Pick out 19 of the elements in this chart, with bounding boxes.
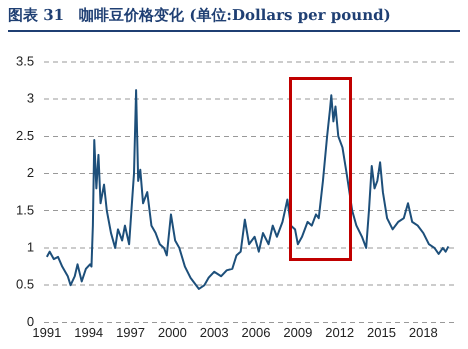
x-tick-label: 2006	[242, 324, 270, 340]
chart-title: 图表 31 咖啡豆价格变化 (单位:Dollars per pound)	[8, 6, 460, 32]
x-tick-label: 2003	[200, 324, 229, 340]
x-tick-label: 1997	[116, 324, 145, 340]
y-tick-label: 0	[26, 314, 34, 329]
x-tick-label: 2015	[367, 324, 396, 340]
x-tick-label: 1991	[32, 324, 62, 340]
x-tick-label: 2012	[325, 324, 354, 340]
x-tick-label: 2018	[408, 324, 438, 340]
x-tick-label: 2000	[158, 324, 187, 340]
y-tick-label: 3.5	[16, 53, 34, 68]
x-tick-label: 1994	[74, 324, 104, 340]
y-tick-label: 0.5	[16, 276, 34, 292]
y-tick-label: 1.5	[16, 202, 34, 218]
y-tick-label: 3	[26, 90, 34, 106]
x-tick-label: 2009	[283, 324, 312, 340]
y-tick-label: 1	[26, 240, 34, 255]
y-tick-label: 2	[26, 165, 34, 180]
y-tick-label: 2.5	[16, 128, 34, 143]
